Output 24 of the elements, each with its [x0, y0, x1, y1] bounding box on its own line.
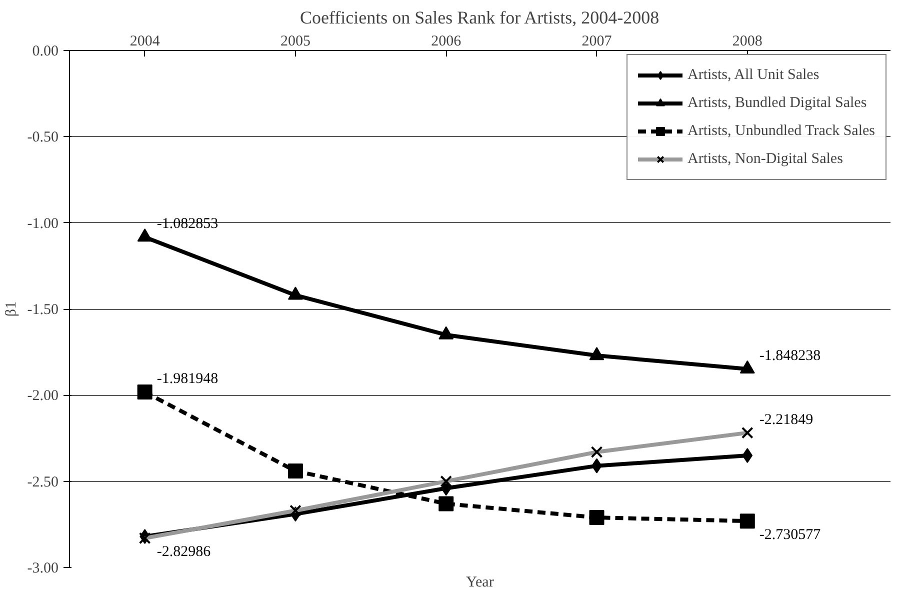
y-tick-label: -2.50: [27, 474, 59, 490]
x-tick-label: 2006: [431, 34, 462, 50]
y-axis-title: β1: [3, 301, 20, 317]
y-tick-label: -2.00: [27, 388, 59, 404]
y-tick-label: -3.00: [27, 560, 59, 576]
data-label: -1.981948: [156, 371, 218, 388]
y-tick-label: -1.50: [27, 302, 59, 318]
x-tick-label: 2008: [732, 34, 762, 50]
legend-label: Artists, All Unit Sales: [688, 66, 820, 84]
legend-label: Artists, Non-Digital Sales: [688, 150, 843, 168]
y-tick-label: -1.00: [27, 216, 59, 232]
data-label: -2.730577: [759, 527, 822, 544]
x-tick-label: 2007: [582, 34, 612, 50]
data-label: -1.848238: [759, 348, 821, 364]
legend-label: Artists, Unbundled Track Sales: [688, 122, 875, 140]
x-tick-label: 2004: [130, 34, 160, 50]
data-label: -2.82986: [156, 544, 212, 560]
chart-title: Coefficients on Sales Rank for Artists, 2004-2008: [300, 8, 660, 28]
x-axis-title: Year: [466, 574, 494, 590]
x-tick-label: 2005: [280, 34, 310, 50]
data-label: -2.21849: [759, 412, 814, 428]
legend-label: Artists, Bundled Digital Sales: [688, 94, 867, 112]
y-tick-label: -0.50: [27, 130, 59, 146]
y-tick-label: 0.00: [32, 44, 58, 60]
